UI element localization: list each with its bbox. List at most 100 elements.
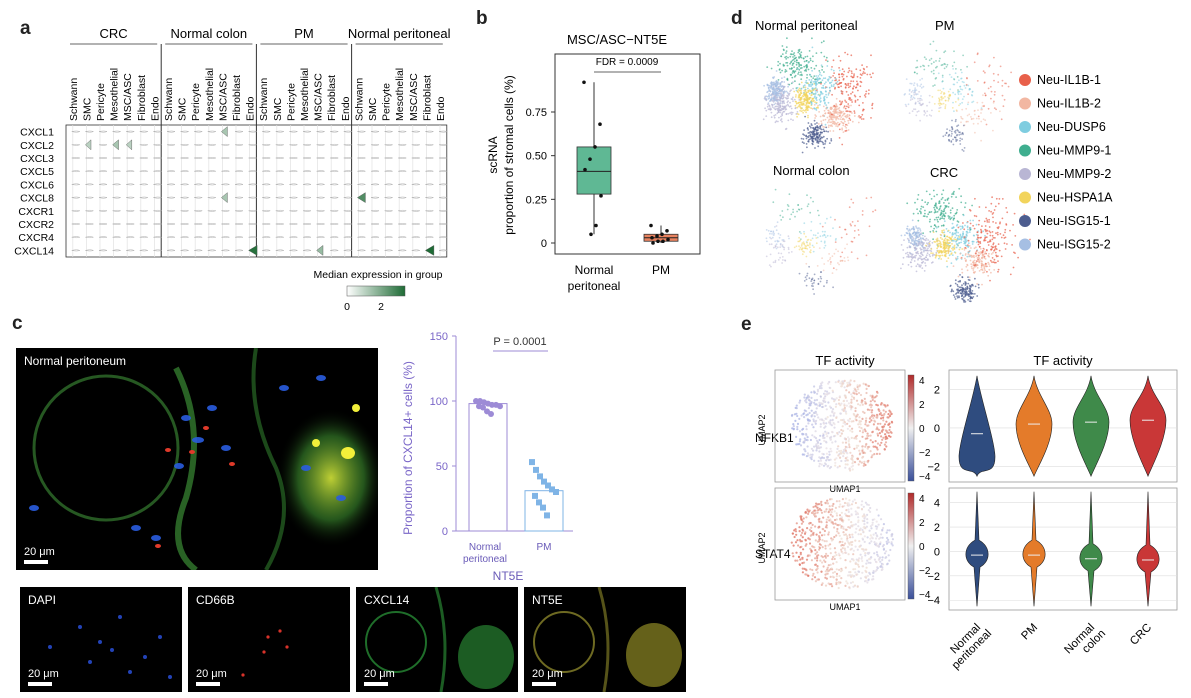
umap-point	[869, 506, 872, 510]
umap-point	[963, 249, 966, 251]
umap-point	[834, 506, 837, 509]
umap-point	[969, 255, 971, 258]
umap-point	[944, 50, 947, 52]
panel-a-violin	[112, 183, 122, 186]
umap-point	[1011, 244, 1013, 246]
umap-point	[792, 56, 794, 58]
umap-point	[840, 459, 843, 463]
umap-point	[942, 97, 945, 99]
umap-point	[870, 419, 873, 422]
umap-point	[918, 234, 921, 237]
umap-point	[822, 456, 826, 460]
umap-point	[882, 425, 885, 428]
umap-point	[943, 202, 945, 204]
umap-point	[868, 404, 871, 407]
panel-a-violin	[330, 209, 339, 212]
umap-point	[884, 433, 887, 436]
micrograph-cxcl14: CXCL14 20 μm	[356, 587, 518, 692]
scalebar-text: 20 μm	[24, 546, 55, 558]
panel-a-violin	[398, 183, 407, 186]
umap-point	[836, 447, 839, 450]
umap-point	[803, 93, 806, 96]
umap-point	[967, 239, 970, 242]
umap-point	[812, 234, 815, 236]
umap-point	[819, 140, 822, 142]
umap-point	[842, 429, 845, 432]
umap-point	[965, 233, 968, 236]
umap-point	[830, 261, 832, 263]
umap-point	[954, 298, 957, 300]
umap-point	[866, 518, 869, 521]
umap-point	[993, 79, 995, 82]
umap-point	[789, 55, 792, 58]
umap-point	[786, 61, 789, 64]
umap-point	[981, 101, 984, 104]
umap-point	[791, 98, 794, 101]
umap-point	[833, 426, 836, 429]
umap-point	[847, 94, 850, 96]
umap-point	[816, 404, 820, 407]
umap-point	[816, 511, 819, 514]
umap-point	[954, 132, 957, 134]
panel-a-violin	[438, 249, 448, 252]
umap-point	[794, 100, 797, 103]
umap-point	[833, 547, 836, 550]
umap-point	[962, 293, 965, 295]
umap-point	[991, 257, 994, 259]
umap-point	[915, 265, 918, 268]
umap-point	[869, 439, 872, 442]
umap-point	[804, 247, 807, 250]
umap-point	[1013, 212, 1016, 215]
umap-point	[999, 221, 1001, 224]
umap-point	[926, 203, 929, 206]
umap-point	[913, 82, 916, 84]
umap-point	[818, 465, 821, 468]
panel-a-violin	[112, 209, 122, 212]
umap-point	[815, 131, 818, 134]
panel-e-cbar-tick: 0	[919, 424, 925, 435]
umap-point	[943, 67, 946, 70]
umap-point	[871, 102, 874, 105]
umap-point	[863, 514, 866, 517]
umap-point	[834, 87, 836, 90]
umap-point	[845, 399, 849, 402]
umap-point	[844, 449, 847, 452]
umap-point	[824, 87, 827, 90]
panel-c-point	[545, 482, 551, 489]
umap-point	[850, 398, 853, 401]
umap-point	[859, 95, 861, 98]
umap-point	[797, 71, 800, 74]
umap-point	[863, 462, 866, 465]
panel-a-violin	[166, 157, 176, 159]
umap-point	[999, 110, 1001, 113]
umap-point	[848, 405, 851, 408]
umap-point	[977, 223, 980, 226]
umap-point	[915, 114, 918, 117]
umap-point	[966, 65, 968, 68]
panel-a-gene-label: CXCL3	[20, 153, 54, 165]
umap-point	[853, 73, 855, 75]
umap-point	[988, 210, 990, 212]
umap-point	[778, 236, 781, 239]
panel-a-group-title: PM	[294, 26, 314, 41]
umap-point	[913, 241, 915, 243]
umap-point	[781, 112, 784, 114]
umap-point	[802, 102, 804, 105]
umap-point	[777, 64, 779, 67]
umap-point	[810, 533, 813, 536]
umap-point	[822, 87, 825, 89]
umap-point	[848, 438, 851, 441]
umap-point	[847, 510, 850, 513]
umap-point	[817, 540, 821, 543]
umap-point	[859, 553, 862, 556]
umap-point	[853, 112, 856, 114]
umap-point	[972, 267, 975, 270]
umap-point	[932, 72, 935, 75]
panel-a-violin	[85, 157, 95, 159]
umap-point	[791, 413, 794, 417]
umap-point	[914, 103, 917, 105]
panel-c-ytick-label: 0	[442, 526, 448, 538]
umap-point	[827, 94, 830, 96]
umap-point	[911, 243, 914, 246]
umap-point	[828, 505, 831, 508]
